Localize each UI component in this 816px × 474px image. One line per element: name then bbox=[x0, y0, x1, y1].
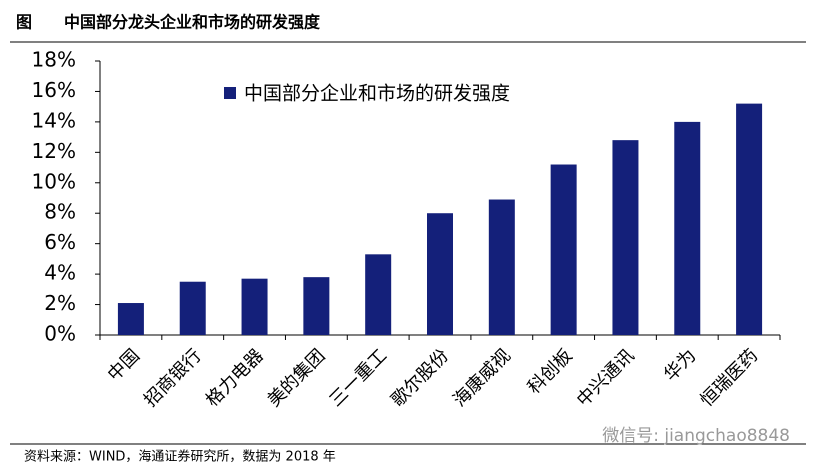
x-tick-label: 中兴通讯 bbox=[573, 345, 639, 411]
bar bbox=[365, 254, 392, 335]
x-tick-label: 格力电器 bbox=[202, 345, 268, 411]
bar bbox=[179, 281, 206, 335]
x-tick-label: 科创板 bbox=[524, 345, 577, 398]
source: 资料来源：WIND，海通证券研究所，数据为 2018 年 bbox=[24, 449, 336, 465]
y-tick-label: 10% bbox=[32, 169, 76, 193]
x-tick-label: 歌尔股份 bbox=[387, 345, 453, 411]
x-tick-label: 美的集团 bbox=[264, 345, 330, 411]
x-tick-label: 中国 bbox=[104, 345, 144, 385]
y-tick-label: 8% bbox=[44, 200, 76, 224]
bar bbox=[427, 213, 453, 335]
bar bbox=[117, 303, 144, 335]
legend-label: 中国部分企业和市场的研发强度 bbox=[244, 83, 510, 105]
x-tick-label: 华为 bbox=[660, 345, 700, 385]
x-tick-label: 恒瑞医药 bbox=[696, 345, 762, 411]
bar bbox=[241, 278, 268, 335]
x-tick-label: 海康威视 bbox=[449, 345, 515, 411]
chart-title: 中国部分龙头企业和市场的研发强度 bbox=[64, 13, 321, 32]
x-tick-label: 三一重工 bbox=[325, 345, 391, 411]
bar bbox=[736, 103, 763, 335]
y-tick-label: 18% bbox=[32, 48, 76, 72]
y-tick-label: 0% bbox=[44, 322, 76, 346]
y-tick-label: 16% bbox=[32, 78, 76, 102]
y-tick-label: 12% bbox=[32, 139, 76, 163]
bar bbox=[674, 121, 701, 335]
y-tick-label: 14% bbox=[32, 108, 76, 132]
y-tick-label: 2% bbox=[44, 291, 76, 315]
legend-swatch bbox=[224, 87, 236, 99]
bar bbox=[612, 140, 639, 335]
y-tick-label: 4% bbox=[44, 261, 76, 285]
watermark: 微信号: jiangchao8848 bbox=[602, 426, 790, 446]
bar bbox=[550, 164, 577, 335]
figure-label: 图 bbox=[16, 13, 32, 32]
bar bbox=[488, 199, 515, 335]
x-tick-label: 招商银行 bbox=[140, 345, 206, 411]
bar bbox=[303, 277, 330, 335]
y-tick-label: 6% bbox=[44, 230, 76, 254]
